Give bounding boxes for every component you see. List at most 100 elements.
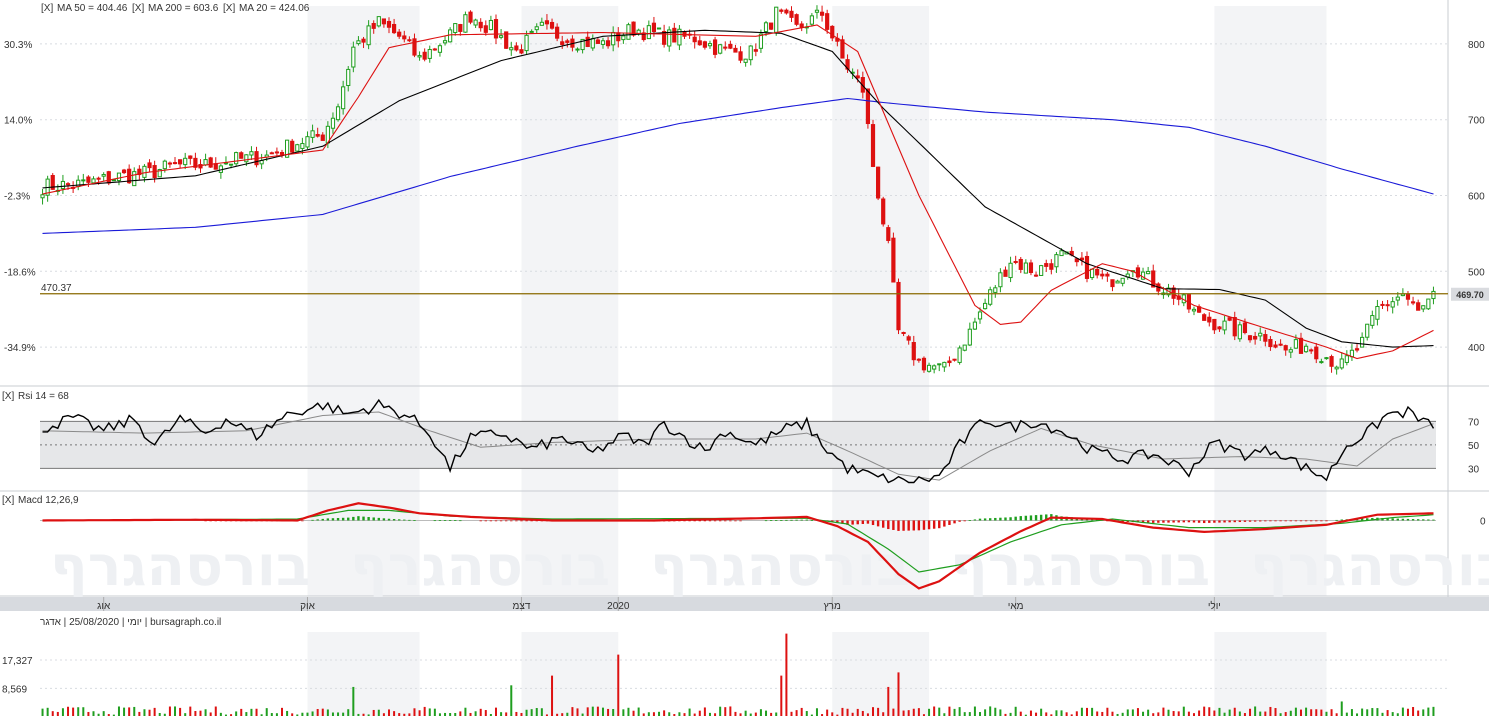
rsi-tick-label: 30: [1468, 464, 1480, 475]
candle-body: [825, 13, 830, 30]
macd-histogram-bar: [413, 520, 416, 521]
candle-body: [738, 51, 743, 61]
volume-bar: [714, 713, 717, 716]
volume-bar: [1014, 706, 1017, 716]
candle-body: [427, 49, 432, 59]
volume-bar: [260, 714, 263, 716]
candle-body: [988, 289, 993, 305]
volume-bar: [1131, 709, 1134, 716]
candle-body: [1283, 345, 1288, 351]
volume-bar: [1035, 712, 1038, 716]
volume-bar: [398, 713, 401, 716]
macd-histogram-bar: [1279, 520, 1282, 522]
macd-histogram-bar: [525, 520, 528, 522]
macd-histogram-bar: [810, 520, 814, 521]
macd-histogram-bar: [902, 520, 905, 531]
volume-bar: [158, 712, 161, 716]
candle-body: [1334, 366, 1339, 370]
candle-body: [1258, 332, 1263, 337]
macd-histogram-bar: [1187, 520, 1191, 523]
candle-body: [1293, 339, 1298, 349]
candle-body: [111, 179, 116, 182]
volume-bar: [1396, 713, 1399, 716]
macd-histogram-bar: [897, 520, 900, 531]
volume-bar: [525, 709, 528, 716]
candle-body: [1110, 279, 1115, 288]
volume-bar: [642, 713, 645, 716]
candle-body: [814, 9, 820, 13]
volume-bar: [347, 709, 350, 716]
candle-body: [921, 357, 927, 371]
macd-histogram-bar: [999, 517, 1002, 521]
macd-histogram-bar: [1039, 514, 1043, 521]
volume-bar: [224, 714, 227, 716]
candle-body: [463, 14, 468, 33]
rsi-tick-label: 50: [1468, 441, 1480, 452]
volume-bar: [780, 675, 783, 716]
volume-bar: [1091, 707, 1094, 716]
candle-body: [40, 194, 45, 199]
candle-body: [1247, 335, 1253, 341]
candle-body: [600, 40, 606, 45]
macd-histogram-bar: [454, 520, 457, 521]
macd-histogram-bar: [341, 517, 345, 521]
volume-bar: [56, 711, 59, 716]
macd-histogram-bar: [994, 517, 997, 521]
candle-body: [295, 144, 300, 152]
macd-line: [42, 502, 1434, 590]
volume-bar: [382, 713, 385, 716]
volume-bar: [815, 708, 818, 716]
macd-histogram-bar: [392, 519, 396, 521]
candle-body: [504, 31, 509, 49]
candle-body: [269, 152, 274, 155]
price-tick-label: 700: [1468, 116, 1485, 127]
volume-bar: [148, 709, 151, 716]
candle-body: [809, 15, 814, 25]
candle-body: [274, 151, 280, 154]
macd-histogram-bar: [408, 519, 411, 521]
month-label: 2020: [607, 601, 630, 612]
candle-body: [1303, 345, 1309, 353]
month-axis-bar: [0, 597, 1489, 611]
volume-bar: [102, 711, 105, 716]
candle-body: [132, 171, 137, 187]
candle-body: [697, 40, 702, 46]
volume-bar: [428, 708, 431, 716]
volume-bar: [1294, 707, 1297, 716]
volume-bar: [846, 708, 849, 716]
volume-bar: [989, 706, 992, 716]
macd-histogram-bar: [938, 520, 941, 529]
volume-bar: [683, 713, 686, 716]
macd-histogram-bar: [856, 520, 859, 525]
volume-bar: [505, 712, 508, 716]
candle-body: [458, 24, 463, 32]
candle-body: [213, 163, 218, 170]
candle-body: [728, 43, 733, 49]
volume-bar: [219, 712, 222, 716]
macd-histogram-bar: [1034, 515, 1038, 521]
volume-bar: [1422, 709, 1425, 716]
candle-body: [840, 39, 845, 59]
candle-body: [967, 328, 972, 346]
candle-body: [1135, 267, 1141, 278]
macd-histogram-bar: [352, 516, 355, 521]
volume-tick-label: 8,569: [2, 684, 27, 695]
volume-bar: [968, 712, 971, 716]
month-label: יולי: [1208, 600, 1221, 612]
candle-body: [1227, 317, 1232, 321]
candle-body: [346, 68, 351, 87]
candle-body: [651, 22, 657, 33]
candle-body: [1044, 263, 1049, 267]
macd-histogram-bar: [917, 520, 921, 531]
volume-bar: [1305, 707, 1308, 716]
volume-bar: [1116, 713, 1119, 716]
candle-body: [381, 18, 387, 25]
month-shade: [307, 6, 420, 596]
volume-bar: [1315, 709, 1318, 716]
candle-body: [896, 281, 901, 331]
volume-bar: [1299, 709, 1302, 716]
candle-body: [1003, 269, 1008, 277]
candle-body: [228, 163, 234, 166]
volume-bar: [1121, 712, 1124, 716]
candle-body: [1431, 290, 1436, 300]
